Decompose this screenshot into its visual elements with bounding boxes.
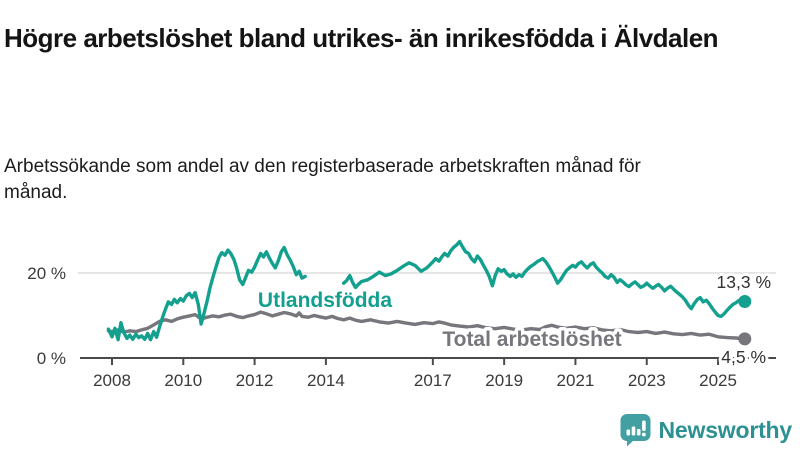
x-tick-label: 2025 [699,371,737,390]
x-tick-label: 2021 [557,371,595,390]
x-tick-label: 2023 [628,371,666,390]
brand-name: Newsworthy [658,416,793,443]
x-tick-label: 2017 [414,371,452,390]
end-dot-utlandsf-dda [738,294,752,308]
x-tick-label: 2008 [93,371,131,390]
series-label-utlandsf-dda: Utlandsfödda [258,289,392,312]
x-tick-label: 2010 [164,371,202,390]
bar-chart-speech-bubble-icon [620,414,651,447]
x-tick-label: 2012 [236,371,274,390]
series-label-total-arbetsl-shet: Total arbetslöshet [442,328,621,351]
y-tick-label: 20 % [27,264,66,283]
series-line-utlandsf-dda [342,239,747,319]
series-line-total-arbetsl-shet [106,310,747,341]
newsworthy-logo[interactable]: Newsworthy [619,413,792,447]
end-value-label: 13,3 % [717,272,771,292]
x-tick-label: 2019 [485,371,523,390]
chart-subtitle: Arbetssökande som andel av den registerb… [4,156,641,203]
series-line-utlandsf-dda [106,245,307,342]
end-dot-total-arbetsl-shet [738,332,752,346]
y-tick-label: 0 % [37,349,66,368]
x-tick-label: 2014 [307,371,345,390]
page-title: Högre arbetslöshet bland utrikes- än inr… [4,23,719,54]
end-value-label: 4,5 % [721,347,766,367]
